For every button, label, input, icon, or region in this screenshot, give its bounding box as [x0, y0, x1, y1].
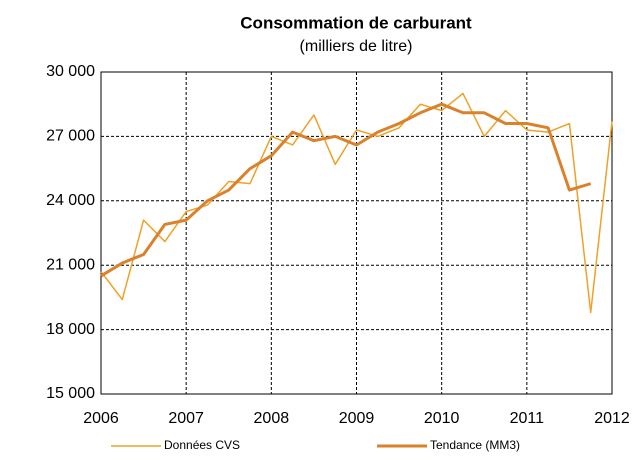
- y-tick-label: 30 000: [46, 63, 95, 80]
- y-tick-label: 24 000: [46, 192, 95, 209]
- x-tick-label: 2008: [254, 410, 290, 427]
- x-tick-label: 2011: [510, 410, 545, 427]
- y-tick-label: 21 000: [46, 256, 95, 273]
- y-tick-label: 27 000: [46, 128, 95, 145]
- chart-title: Consommation de carburant: [240, 13, 472, 32]
- x-tick-label: 2009: [339, 410, 375, 427]
- x-tick-label: 2012: [594, 410, 630, 427]
- x-tick-label: 2007: [168, 410, 204, 427]
- y-tick-label: 18 000: [46, 321, 95, 338]
- x-tick-label: 2010: [424, 410, 460, 427]
- legend-label: Tendance (MM3): [430, 438, 520, 452]
- legend-label: Données CVS: [164, 438, 240, 452]
- x-tick-label: 2006: [83, 410, 119, 427]
- series-line: [100, 102, 592, 278]
- chart-subtitle: (milliers de litre): [300, 38, 413, 55]
- y-tick-label: 15 000: [46, 385, 95, 402]
- series-line: [100, 92, 613, 314]
